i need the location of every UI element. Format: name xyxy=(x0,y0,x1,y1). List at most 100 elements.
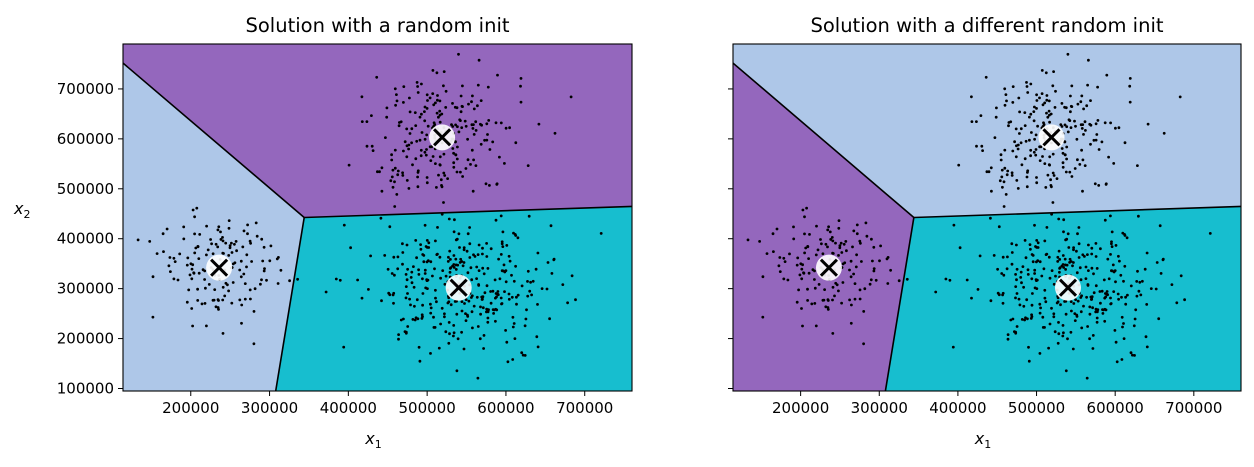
data-point xyxy=(438,99,442,103)
data-point xyxy=(399,318,403,322)
data-point xyxy=(216,228,220,232)
data-point xyxy=(1010,174,1014,177)
data-point xyxy=(1110,242,1113,246)
data-point xyxy=(1000,175,1004,179)
data-point xyxy=(1006,337,1010,341)
data-point xyxy=(1041,103,1045,107)
data-point xyxy=(476,376,480,380)
data-point xyxy=(1114,126,1117,130)
x-tick-label: 300000 xyxy=(241,399,298,417)
data-point xyxy=(1102,308,1105,312)
data-point xyxy=(480,295,484,299)
data-point xyxy=(1002,180,1006,184)
data-point xyxy=(806,299,809,302)
data-point xyxy=(1039,145,1043,149)
data-point xyxy=(1029,82,1033,86)
data-point xyxy=(486,320,490,324)
data-point xyxy=(1128,77,1132,80)
data-point xyxy=(423,137,427,141)
data-point xyxy=(1047,109,1051,113)
data-point xyxy=(451,264,454,268)
data-point xyxy=(1125,236,1129,240)
data-point xyxy=(958,246,962,250)
data-point xyxy=(504,280,508,284)
data-point xyxy=(444,89,448,93)
data-point xyxy=(503,290,506,293)
data-point xyxy=(454,123,457,127)
data-point xyxy=(492,308,496,312)
data-point xyxy=(824,305,828,309)
data-point xyxy=(1119,273,1123,277)
data-point xyxy=(410,281,414,285)
y-axis-label: x2 xyxy=(13,199,30,221)
data-point xyxy=(162,250,165,254)
data-point xyxy=(853,297,857,301)
data-point xyxy=(994,115,998,119)
data-point xyxy=(1031,254,1035,257)
data-point xyxy=(435,111,439,115)
data-point xyxy=(197,271,201,275)
data-point xyxy=(802,271,806,275)
data-point xyxy=(805,206,808,210)
data-point xyxy=(869,278,873,282)
data-point xyxy=(455,237,459,241)
data-point xyxy=(503,162,506,165)
data-point xyxy=(429,306,433,310)
data-point xyxy=(1179,274,1183,278)
data-point xyxy=(1121,231,1125,235)
data-point xyxy=(484,182,488,186)
data-point xyxy=(196,287,200,291)
data-point xyxy=(1120,295,1123,299)
data-point xyxy=(1088,305,1092,309)
data-point xyxy=(242,272,246,276)
data-point xyxy=(1109,296,1112,300)
data-point xyxy=(246,232,249,236)
data-point xyxy=(816,248,820,252)
data-point xyxy=(1143,267,1147,271)
data-point xyxy=(807,271,811,275)
data-point xyxy=(1051,152,1055,156)
data-point xyxy=(1042,267,1046,271)
data-point xyxy=(1071,347,1075,351)
data-point xyxy=(385,106,389,110)
data-point xyxy=(489,301,493,305)
data-point xyxy=(1048,276,1052,280)
data-point xyxy=(227,226,231,230)
data-point xyxy=(813,286,817,290)
data-point xyxy=(842,242,846,246)
data-point xyxy=(477,243,481,247)
data-point xyxy=(803,232,806,236)
data-point xyxy=(1073,167,1077,170)
data-point xyxy=(1001,255,1005,259)
data-point xyxy=(1136,269,1139,273)
data-point xyxy=(1045,98,1049,102)
data-point xyxy=(268,259,272,263)
data-point xyxy=(413,318,417,322)
data-point xyxy=(214,305,218,309)
data-point xyxy=(406,325,410,328)
x-tick-label: 600000 xyxy=(477,399,534,417)
data-point xyxy=(1058,267,1061,270)
data-point xyxy=(1064,106,1068,110)
data-point xyxy=(161,232,165,236)
region-left xyxy=(733,63,914,391)
data-point xyxy=(1115,360,1119,364)
data-point xyxy=(1011,149,1015,153)
data-point xyxy=(1088,312,1092,316)
data-point xyxy=(1096,308,1100,312)
data-point xyxy=(393,87,397,91)
data-point xyxy=(510,273,513,277)
data-point xyxy=(195,206,199,210)
data-point xyxy=(820,242,823,246)
data-point xyxy=(461,264,465,268)
data-point xyxy=(407,147,410,151)
data-point xyxy=(466,232,470,236)
data-point xyxy=(413,111,417,114)
data-point xyxy=(455,157,459,161)
data-point xyxy=(1025,85,1029,88)
data-point xyxy=(507,292,511,296)
data-point xyxy=(1062,218,1066,222)
data-point xyxy=(997,293,1001,297)
data-point xyxy=(224,241,228,245)
data-point xyxy=(476,83,480,87)
